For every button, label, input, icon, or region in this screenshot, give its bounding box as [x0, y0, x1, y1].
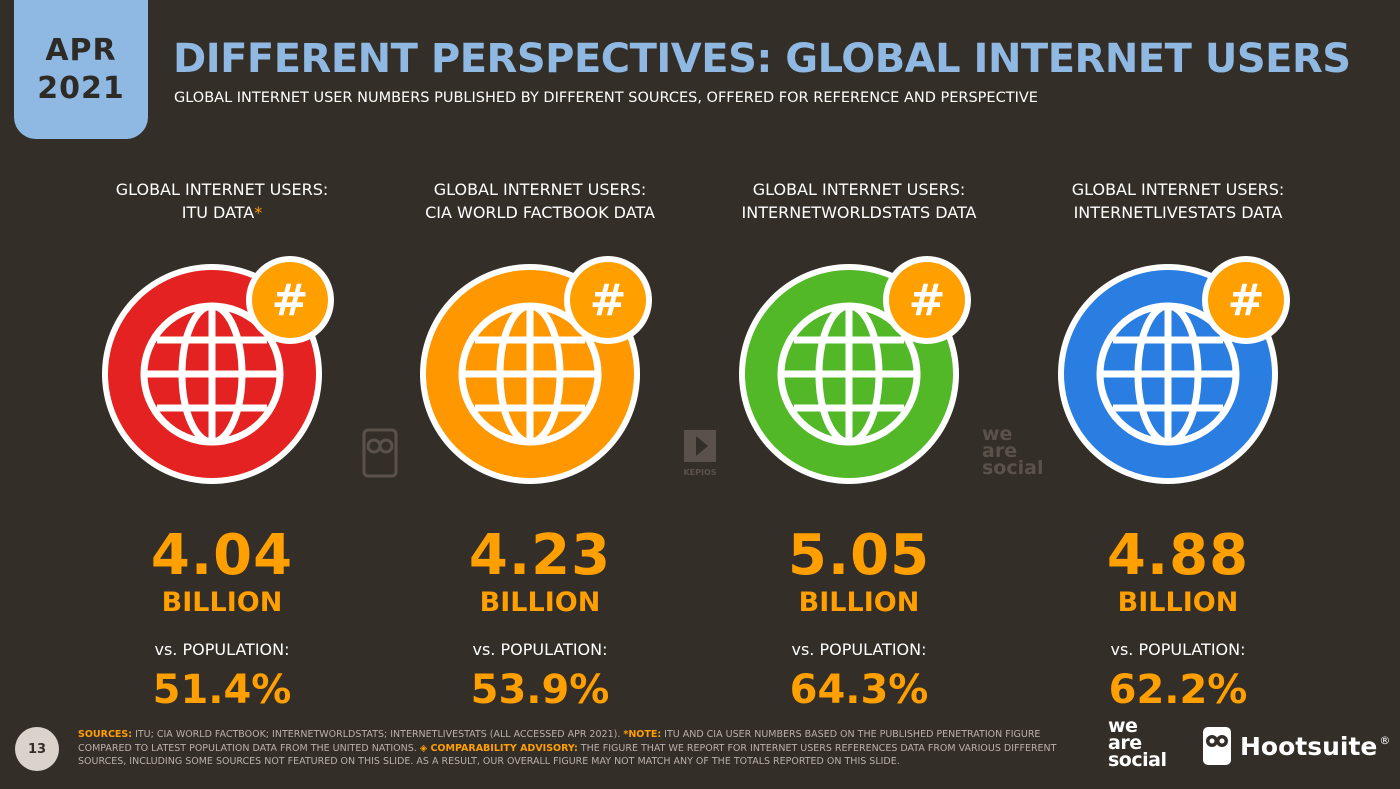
column-label-line2: ITU DATA	[181, 203, 255, 222]
column-label-line1: GLOBAL INTERNET USERS:	[115, 180, 329, 199]
logo-line: social	[1108, 749, 1167, 771]
hash-symbol: #	[1228, 275, 1265, 326]
globe-badge-icon: #	[739, 254, 979, 494]
globe-icon: #	[420, 256, 652, 484]
footer-sources: SOURCES: ITU; CIA WORLD FACTBOOK; INTERN…	[78, 728, 1088, 769]
column-label: GLOBAL INTERNET USERS: INTERNETLIVESTATS…	[1028, 178, 1328, 224]
advisory-text: THE FIGURE THAT WE REPORT FOR INTERNET U…	[78, 742, 1057, 768]
globe-badge-icon: #	[1058, 254, 1298, 494]
user-count-value: 4.04	[150, 523, 294, 588]
population-label: vs. POPULATION:	[472, 640, 608, 659]
logo-line: are	[1108, 732, 1142, 754]
hash-symbol: #	[590, 275, 627, 326]
population-percentage: 53.9%	[470, 667, 610, 713]
column-label-line2: INTERNETWORLDSTATS DATA	[741, 203, 977, 222]
kepios-logo-icon	[684, 430, 716, 462]
sources-label: SOURCES:	[78, 729, 133, 740]
population-percentage: 62.2%	[1108, 667, 1248, 713]
population-label: vs. POPULATION:	[791, 640, 927, 659]
kepios-watermark: KEPIOS	[680, 428, 720, 478]
stat-column-itu: GLOBAL INTERNET USERS: ITU DATA* # 4.04 …	[72, 178, 372, 714]
user-count-value: 4.23	[468, 523, 612, 588]
column-label: GLOBAL INTERNET USERS: CIA WORLD FACTBOO…	[390, 178, 690, 224]
date-tab: APR 2021	[14, 0, 148, 139]
registered-mark: ®	[1379, 733, 1391, 747]
user-count-value: 4.88	[1106, 523, 1250, 588]
we-are-social-logo: we are social	[1108, 715, 1167, 771]
user-count-unit: BILLION	[161, 587, 283, 618]
was-watermark-line: are	[982, 440, 1018, 462]
globe-icon: #	[102, 256, 334, 484]
column-label-line1: GLOBAL INTERNET USERS:	[752, 180, 966, 199]
note-text: ITU AND CIA USER NUMBERS BASED ON THE PU…	[78, 729, 1041, 754]
footnote-star: *	[254, 203, 263, 222]
advisory-label: ◈ COMPARABILITY ADVISORY:	[419, 742, 578, 754]
population-percentage: 51.4%	[152, 667, 292, 713]
user-count-value: 5.05	[787, 523, 931, 588]
page-number: 13	[15, 727, 59, 771]
was-watermark-line: social	[982, 457, 1044, 479]
stat-column-cia: GLOBAL INTERNET USERS: CIA WORLD FACTBOO…	[390, 178, 690, 714]
kepios-watermark-text: KEPIOS	[683, 468, 717, 477]
globe-badge-icon: #	[420, 254, 660, 494]
hootsuite-owl-icon	[1203, 727, 1231, 765]
column-label: GLOBAL INTERNET USERS: INTERNETWORLDSTAT…	[709, 178, 1009, 224]
date-year: 2021	[37, 70, 125, 106]
population-label: vs. POPULATION:	[154, 640, 290, 659]
user-count-unit: BILLION	[479, 587, 601, 618]
date-month: APR	[45, 32, 117, 68]
hootsuite-logo: Hootsuite ®	[1202, 726, 1390, 766]
user-count-unit: BILLION	[1117, 587, 1239, 618]
column-label: GLOBAL INTERNET USERS: ITU DATA*	[72, 178, 372, 224]
was-watermark: we are social	[982, 423, 1044, 479]
stat-column-internetlivestats: GLOBAL INTERNET USERS: INTERNETLIVESTATS…	[1028, 178, 1328, 714]
logo-line: we	[1108, 715, 1138, 737]
user-count-unit: BILLION	[798, 587, 920, 618]
hash-symbol: #	[909, 275, 946, 326]
column-label-line1: GLOBAL INTERNET USERS:	[1071, 180, 1285, 199]
page-title: DIFFERENT PERSPECTIVES: GLOBAL INTERNET …	[173, 36, 1351, 82]
population-label: vs. POPULATION:	[1110, 640, 1246, 659]
globe-badge-icon: #	[102, 254, 342, 494]
sources-text: ITU; CIA WORLD FACTBOOK; INTERNETWORLDST…	[132, 729, 624, 740]
hootsuite-wordmark: Hootsuite	[1240, 731, 1378, 761]
population-percentage: 64.3%	[789, 667, 929, 713]
stat-column-internetworldstats: GLOBAL INTERNET USERS: INTERNETWORLDSTAT…	[709, 178, 1009, 714]
note-label: *NOTE:	[623, 729, 662, 740]
column-label-line2: INTERNETLIVESTATS DATA	[1073, 203, 1283, 222]
hootsuite-owl-watermark-icon	[362, 428, 398, 482]
column-label-line2: CIA WORLD FACTBOOK DATA	[425, 203, 655, 222]
page-subtitle: GLOBAL INTERNET USER NUMBERS PUBLISHED B…	[174, 90, 1038, 106]
globe-icon: #	[1058, 256, 1290, 484]
globe-icon: #	[739, 256, 971, 484]
was-watermark-line: we	[982, 423, 1013, 445]
column-label-line1: GLOBAL INTERNET USERS:	[433, 180, 647, 199]
hash-symbol: #	[272, 275, 309, 326]
